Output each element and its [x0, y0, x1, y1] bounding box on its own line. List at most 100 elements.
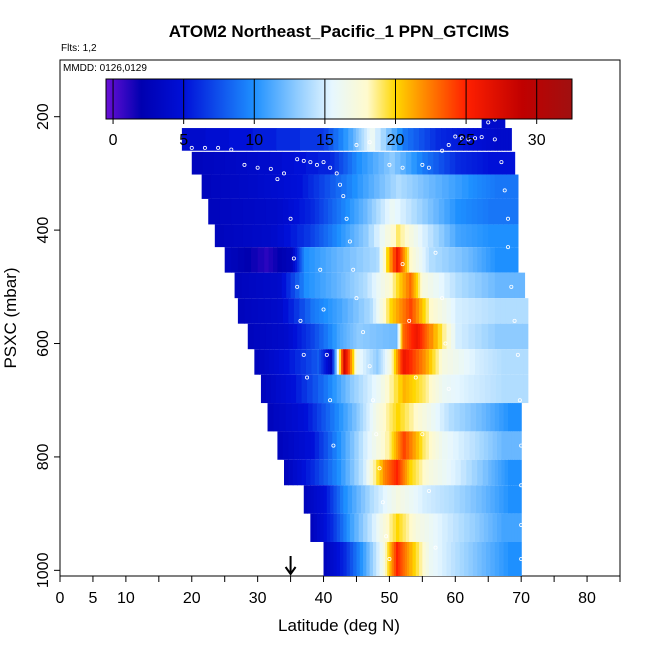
heatmap-cell: [516, 459, 520, 486]
heatmap-cell: [369, 323, 377, 350]
heatmap-cell: [426, 403, 432, 432]
heatmap-cell: [237, 298, 246, 324]
heatmap-cell: [486, 485, 492, 514]
heatmap-cell: [277, 298, 284, 324]
heatmap-cell: [510, 151, 516, 175]
heatmap-cell: [396, 403, 401, 432]
heatmap-cell: [413, 272, 417, 299]
heatmap-cell: [417, 323, 421, 350]
heatmap-cell: [379, 298, 384, 324]
heatmap-cell: [419, 349, 423, 375]
heatmap-cell: [464, 431, 471, 460]
heatmap-cell: [345, 272, 351, 299]
heatmap-cell: [433, 541, 439, 576]
heatmap-cell: [372, 298, 377, 324]
heatmap-cell: [461, 247, 470, 273]
heatmap-cell: [320, 247, 327, 273]
heatmap-cell: [271, 323, 279, 350]
heatmap-cell: [415, 349, 420, 375]
heatmap-cell: [473, 374, 481, 404]
heatmap-cell: [310, 513, 315, 542]
heatmap-cell: [363, 403, 367, 432]
flight-track-point: [433, 250, 438, 255]
heatmap-cell: [398, 247, 401, 273]
heatmap-cell: [416, 151, 423, 175]
heatmap-cell: [469, 431, 476, 460]
heatmap-cell: [406, 459, 410, 486]
flight-track-point: [321, 307, 326, 312]
heatmap-cell: [340, 485, 344, 514]
heatmap-cell: [325, 247, 332, 273]
heatmap-cell: [372, 403, 377, 432]
heatmap-cell: [514, 174, 519, 199]
heatmap-cell: [422, 485, 428, 514]
heatmap-cell: [510, 541, 513, 576]
heatmap-cell: [367, 374, 373, 404]
heatmap-cell: [333, 541, 338, 576]
heatmap-cell: [468, 374, 475, 404]
flight-track-point: [426, 165, 431, 170]
heatmap-cell: [391, 431, 395, 460]
heatmap-cell: [514, 431, 519, 460]
heatmap-cell: [437, 513, 443, 542]
heatmap-cell: [508, 431, 512, 460]
heatmap-cell: [511, 513, 516, 542]
heatmap-cell: [353, 128, 357, 151]
colorbar-ticks: 0 5 10 15 20 25 30: [109, 119, 546, 149]
heatmap-cell: [296, 374, 303, 404]
heatmap-cell: [330, 541, 335, 576]
heatmap-cell: [387, 485, 393, 514]
heatmap-cell: [412, 349, 417, 375]
heatmap-cell: [458, 513, 465, 542]
heatmap-cell: [499, 485, 505, 514]
heatmap-cell: [334, 403, 340, 432]
heatmap-cell: [400, 247, 404, 273]
heatmap-cell: [505, 151, 511, 175]
heatmap-cell: [449, 224, 456, 248]
heatmap-cell: [356, 323, 364, 350]
colorbar-tick-label: 10: [245, 132, 263, 149]
heatmap-cell: [299, 198, 306, 225]
heatmap-cell: [353, 541, 358, 576]
heatmap-cell: [345, 349, 349, 375]
heatmap-cell: [442, 298, 448, 324]
heatmap-cell: [503, 198, 509, 225]
heatmap-cell: [301, 323, 307, 350]
heatmap-cell: [514, 272, 521, 299]
heatmap-cell: [428, 431, 433, 460]
heatmap-cell: [404, 224, 410, 248]
heatmap-cell: [376, 541, 381, 576]
heatmap-cell: [361, 128, 365, 151]
heatmap-cell: [397, 128, 404, 151]
flight-track-point: [301, 158, 306, 163]
heatmap-cell: [504, 513, 509, 542]
heatmap-cell: [277, 323, 285, 350]
heatmap-cell: [469, 349, 476, 375]
heatmap-cell: [308, 403, 314, 432]
heatmap-cell: [471, 198, 478, 225]
heatmap-cell: [247, 323, 255, 350]
heatmap-cell: [452, 128, 459, 151]
heatmap-cell: [514, 541, 518, 576]
heatmap-cell: [405, 349, 410, 375]
flight-track-point: [216, 145, 221, 150]
heatmap-cell: [314, 298, 320, 324]
heatmap-cell: [486, 128, 492, 151]
heatmap-cell: [409, 459, 414, 486]
heatmap-cell: [486, 174, 492, 199]
heatmap-cell: [482, 224, 489, 248]
heatmap-cell: [357, 174, 364, 199]
flight-track-point: [380, 500, 385, 505]
heatmap-cell: [371, 272, 377, 299]
heatmap-cell: [516, 485, 520, 514]
heatmap-cell: [376, 298, 381, 324]
heatmap-cell: [516, 298, 523, 324]
heatmap-cell: [501, 151, 507, 175]
heatmap-cell: [446, 323, 452, 350]
heatmap-cell: [455, 374, 461, 404]
heatmap-cell: [359, 349, 364, 375]
heatmap-cell: [292, 459, 298, 486]
heatmap-cell: [367, 198, 373, 225]
heatmap-cell: [466, 224, 473, 248]
x-tick-label: 20: [183, 590, 201, 607]
